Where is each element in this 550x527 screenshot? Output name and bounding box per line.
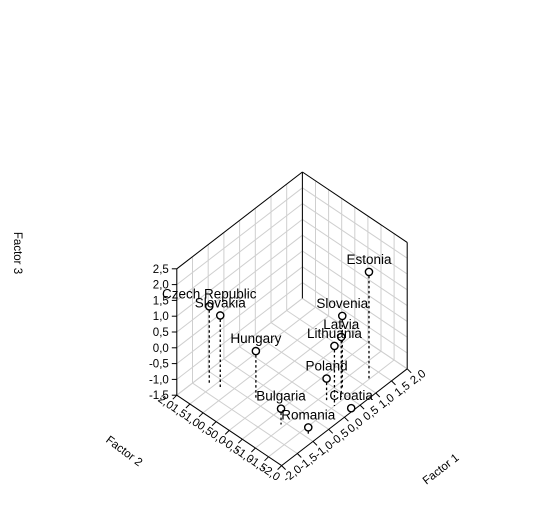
floor-gridline [241,342,369,440]
floor-gridline [255,350,382,449]
z-tick-label: 0,0 [153,343,169,355]
x-tick-mark [296,453,302,458]
z-tick-label: 1,0 [153,311,169,323]
wall-gridline [176,187,303,285]
y-tick-mark [237,438,243,444]
y-axis-label: Factor 2 [103,434,144,469]
x-tick-label: 1,5 [393,380,413,399]
wall-gridline [302,203,408,275]
y-tick-mark [277,465,282,470]
y-tick-mark [224,430,230,435]
y-tick-mark [198,412,204,418]
axis-edge [302,171,408,243]
floor-gridline [189,306,316,405]
y-tick-mark [251,447,256,453]
wall-gridline [176,282,303,380]
point-label: Hungary [230,331,281,346]
y-tick-mark [185,403,191,409]
point-label: Poland [306,359,348,374]
wall-gridline [302,282,408,354]
x-tick-label: 1,0 [377,392,397,411]
x-tick-mark [281,465,286,470]
wall-gridline [176,298,303,396]
y-tick-mark [172,394,178,400]
data-point [204,301,214,311]
point-label: Croatia [329,388,373,403]
x-tick-label: 2,0 [408,368,428,387]
point-label: Latvia [323,317,360,332]
y-tick-mark [264,456,269,462]
point-label: Czech Republic [162,286,257,301]
wall-gridline [302,297,408,370]
z-tick-label: 2,0 [153,280,169,292]
point-label: Bulgaria [256,389,306,404]
wall-gridline [302,234,408,307]
wall-gridline [176,219,303,317]
data-point [330,341,339,351]
x-tick-mark [328,428,334,434]
data-point [364,267,374,277]
wall-gridline [176,203,303,301]
point-label: Romania [281,407,336,422]
z-tick-label: -0,5 [149,359,169,371]
point-label: Lithuania [307,326,362,341]
wall-gridline [302,187,408,259]
data-point [346,403,356,413]
wall-gridline [302,218,408,291]
z-tick-label: 2,5 [153,264,169,276]
y-tick-mark [211,421,217,426]
wall-gridline [176,250,303,349]
floor-gridline [215,324,343,422]
floor-gridline [202,315,329,414]
point-label: Slovakia [195,295,247,310]
x-tick-mark [359,404,365,410]
x-tick-mark [391,380,396,386]
wall-gridline [176,266,303,364]
floor-gridline [268,359,395,458]
point-label: Estonia [346,252,392,267]
data-point [215,311,225,320]
x-tick-mark [375,392,381,398]
x-tick-mark [344,416,349,422]
x-tick-label: 0,0 [346,416,366,435]
data-point [276,404,286,413]
point-label: Slovenia [316,296,368,311]
x-axis-label: Factor 1 [421,452,462,487]
wall-gridline [302,266,408,338]
data-point [251,346,261,356]
data-point [303,423,313,432]
x-tick-mark [312,441,318,446]
x-tick-label: 0,5 [361,404,381,423]
stems-layer [208,275,370,434]
z-tick-label: -1,0 [149,374,169,386]
x-tick-mark [406,368,412,374]
points-layer [204,267,374,432]
z-axis-label: Factor 3 [11,232,23,274]
z-tick-label: 1,5 [153,295,169,307]
data-point [322,374,331,383]
data-point [336,332,346,342]
axis-edge [176,171,303,270]
wall-gridline [302,250,408,322]
data-point [337,311,347,321]
wall-gridline [176,234,303,333]
z-tick-label: 0,5 [153,327,169,339]
z-tick-label: -1,5 [149,390,169,402]
